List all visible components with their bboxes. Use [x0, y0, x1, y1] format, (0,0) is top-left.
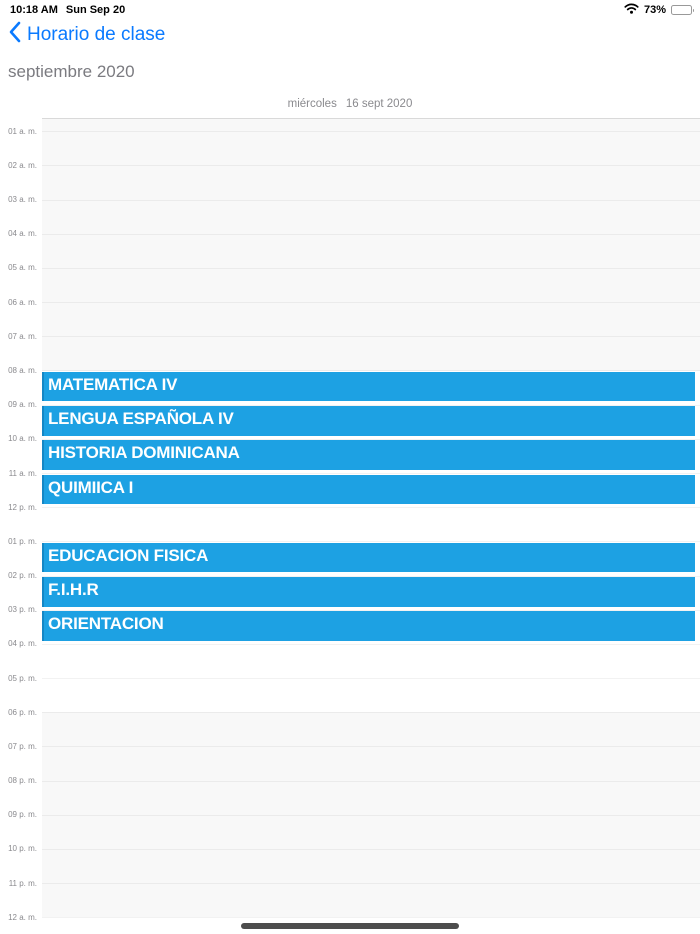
battery-icon	[671, 5, 694, 15]
back-chevron-icon	[8, 21, 21, 48]
status-time: 10:18 AM	[10, 4, 58, 16]
event-title: F.I.H.R	[48, 580, 99, 599]
event-title: ORIENTACION	[48, 614, 164, 634]
hour-line	[42, 575, 700, 577]
hour-label: 04 p. m.	[8, 639, 37, 649]
hour-label: 03 a. m.	[8, 195, 37, 205]
hour-label: 09 a. m.	[8, 400, 37, 410]
month-title: septiembre 2020	[8, 62, 135, 81]
hour-line	[42, 370, 700, 372]
back-button-label: Horario de clase	[27, 23, 166, 45]
hour-line	[42, 507, 700, 509]
hour-label: 08 a. m.	[8, 365, 37, 375]
hour-line	[42, 814, 700, 816]
event-block[interactable]: QUIMIICA I	[42, 474, 695, 504]
hour-line	[42, 678, 700, 680]
hour-label: 08 p. m.	[8, 776, 37, 786]
status-right: 73%	[624, 3, 694, 17]
hour-label: 06 a. m.	[8, 297, 37, 307]
header-divider	[42, 118, 700, 119]
hour-line	[42, 199, 700, 201]
event-block[interactable]: LENGUA ESPAÑOLA IV	[42, 406, 695, 436]
hour-line	[42, 336, 700, 338]
home-indicator[interactable]	[241, 923, 459, 929]
hour-label: 04 a. m.	[8, 229, 37, 239]
back-button[interactable]: Horario de clase	[8, 21, 165, 48]
hour-label: 05 a. m.	[8, 263, 37, 273]
event-block[interactable]: MATEMATICA IV	[42, 371, 695, 402]
wifi-icon	[624, 3, 639, 17]
event-title: EDUCACION FISICA	[48, 545, 209, 565]
status-bar: 10:18 AM Sun Sep 20 73%	[0, 0, 700, 20]
hour-label: 11 a. m.	[8, 468, 37, 478]
hour-line	[42, 917, 700, 919]
hour-label: 01 p. m.	[8, 536, 37, 546]
event-block[interactable]: F.I.H.R	[42, 577, 695, 607]
day-date: 16 sept 2020	[345, 98, 413, 110]
hour-label: 07 a. m.	[8, 331, 37, 341]
status-left: 10:18 AM Sun Sep 20	[10, 3, 125, 17]
hour-line	[42, 609, 700, 611]
hour-line	[42, 883, 700, 885]
hour-line	[42, 438, 700, 440]
non-working-shade-top	[42, 119, 700, 371]
hour-line	[42, 643, 700, 645]
event-block[interactable]: HISTORIA DOMINICANA	[42, 440, 695, 470]
hour-label: 11 p. m.	[8, 878, 37, 888]
hour-line	[42, 712, 700, 714]
day-name: miércoles	[287, 98, 337, 110]
non-working-shade-bottom	[42, 712, 700, 918]
hour-label: 07 p. m.	[8, 741, 37, 751]
hour-label: 12 a. m.	[8, 912, 37, 922]
hour-label: 10 p. m.	[8, 844, 37, 854]
event-title: LENGUA ESPAÑOLA IV	[48, 409, 234, 429]
hour-line	[42, 404, 700, 406]
hour-line	[42, 267, 700, 269]
hour-line	[42, 302, 700, 304]
battery-percent: 73%	[643, 4, 666, 16]
hour-label: 01 a. m.	[8, 126, 37, 136]
hour-label: 10 a. m.	[8, 434, 37, 444]
hour-line	[42, 848, 700, 850]
hour-label: 03 p. m.	[8, 605, 37, 615]
hour-line	[42, 746, 700, 748]
hour-label: 02 p. m.	[8, 571, 37, 580]
hour-line	[42, 131, 700, 133]
hour-label: 09 p. m.	[8, 810, 37, 820]
event-block[interactable]: ORIENTACION	[42, 611, 695, 641]
event-block[interactable]: EDUCACION FISICA	[42, 542, 695, 573]
event-title: QUIMIICA I	[48, 477, 134, 497]
hour-label: 02 a. m.	[8, 160, 37, 170]
hour-line	[42, 541, 700, 543]
hour-label: 12 p. m.	[8, 502, 37, 512]
hour-line	[42, 473, 700, 474]
hour-line	[42, 780, 700, 782]
event-title: MATEMATICA IV	[48, 374, 178, 394]
hour-label: 05 p. m.	[8, 673, 37, 683]
event-title: HISTORIA DOMINICANA	[48, 443, 240, 463]
day-header: miércoles 16 sept 2020	[0, 98, 700, 110]
status-date: Sun Sep 20	[65, 4, 126, 16]
hour-line	[42, 165, 700, 167]
hour-line	[42, 233, 700, 235]
hour-label: 06 p. m.	[8, 707, 37, 717]
